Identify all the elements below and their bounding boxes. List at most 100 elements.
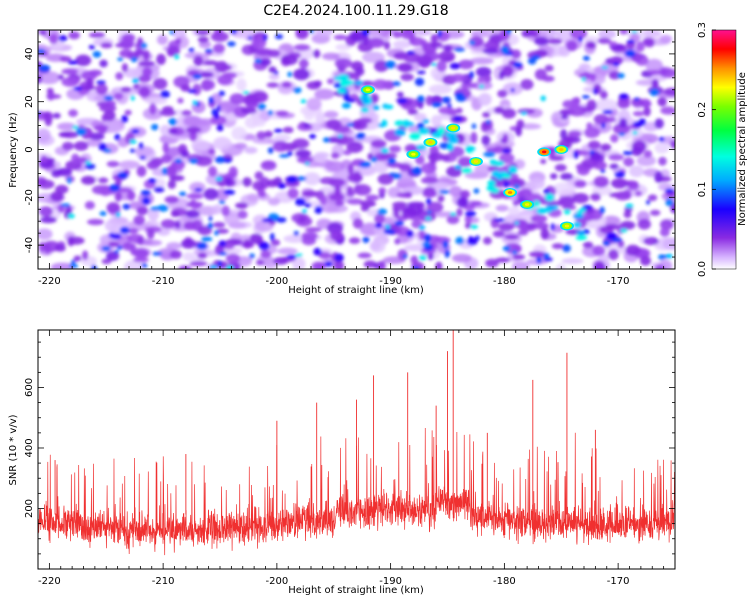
spectrogram-cell	[242, 177, 252, 187]
spectrogram-cell	[231, 126, 247, 141]
spectrogram-cell	[328, 178, 346, 188]
spectrogram-cell	[281, 81, 292, 88]
spectrogram-cell	[396, 192, 412, 198]
spectrogram-cell	[619, 30, 629, 35]
spectrogram-cell	[131, 129, 140, 134]
spectrogram-cell	[116, 245, 124, 250]
spectrogram-cell	[254, 171, 264, 180]
spectrogram-cell	[647, 69, 662, 76]
spectrogram-cell	[586, 41, 597, 49]
spectrogram-cell	[323, 110, 339, 119]
spectrogram-cell	[333, 82, 342, 89]
spectrogram-cell	[210, 31, 229, 42]
y-tick-label: 20	[24, 95, 35, 108]
spectrogram-cell	[394, 238, 401, 245]
spectrogram-cell	[227, 41, 236, 47]
spectrogram-y-axis-label: Frequency (Hz)	[8, 112, 19, 188]
spectrogram-cell	[228, 221, 247, 229]
spectrogram-cell	[252, 180, 266, 191]
spectrogram-cell	[427, 152, 445, 162]
spectrogram-cell	[38, 71, 61, 85]
spectrogram-cell	[278, 153, 290, 158]
spectrogram-cell	[487, 165, 500, 172]
spectrogram-cell	[218, 251, 228, 256]
spectrogram-cell	[190, 201, 201, 210]
spectrogram-cell	[208, 96, 214, 104]
spectrogram-cell	[593, 260, 606, 269]
spectrogram-cell	[254, 36, 267, 49]
spectrogram-cell	[608, 153, 624, 161]
spectrogram-cell	[503, 181, 511, 188]
spectrogram-cell	[274, 134, 291, 142]
spectrogram-cell	[314, 205, 323, 214]
spectrogram-cell	[298, 58, 309, 69]
spectrogram-cell	[645, 238, 654, 244]
spectrogram-cell	[423, 233, 432, 243]
spectrogram-cell	[576, 211, 583, 216]
spectrogram-cell	[106, 202, 121, 214]
spectrogram-cell	[292, 138, 310, 149]
spectrogram-cell	[380, 147, 389, 154]
spectrogram-cell	[161, 167, 168, 176]
spectrogram-cell	[106, 160, 120, 168]
spectrogram-cell	[127, 190, 136, 201]
spectrogram-cell	[156, 53, 166, 66]
spectrogram-cell	[84, 139, 103, 147]
spectrogram-cell	[425, 216, 432, 221]
spectrogram-cell	[614, 171, 626, 178]
spectrogram-cell	[417, 128, 430, 135]
spectrogram-cell	[254, 58, 262, 64]
spectrogram-cell	[515, 126, 523, 137]
spectrogram-cell	[384, 224, 391, 230]
snr-x-ticks: -220 -210 -200 -190 -180 -170	[37, 330, 676, 587]
spectrogram-cell	[508, 165, 518, 174]
spectrogram-cell	[434, 236, 451, 244]
spectrogram-cell	[261, 161, 276, 167]
spectrogram-cell	[293, 44, 311, 51]
spectrogram-cell	[482, 236, 492, 245]
spectrogram-cell	[444, 249, 450, 258]
spectrogram-cell	[592, 184, 613, 196]
spectrogram-cell	[464, 214, 472, 224]
spectrogram-cell	[371, 156, 378, 163]
spectrogram-cell	[617, 98, 631, 109]
spectrogram-cell	[273, 71, 279, 75]
spectrogram-cell	[461, 167, 473, 174]
spectrogram-cell	[99, 185, 112, 197]
spectrogram-cell	[431, 101, 443, 108]
spectrogram-cell	[191, 139, 211, 151]
spectrogram-cell	[315, 30, 334, 37]
spectrogram-cell	[74, 157, 88, 164]
x-tick-label: -190	[379, 576, 402, 587]
spectrogram-cell	[516, 119, 525, 129]
spectrogram-cell	[297, 176, 307, 181]
spectrogram-cell	[651, 78, 659, 88]
spectrogram-cell	[212, 43, 225, 54]
spectrogram-blobs	[38, 30, 675, 269]
y-tick-label: 0	[24, 146, 35, 152]
spectrogram-cell	[164, 195, 179, 204]
spectrogram-cell	[403, 244, 427, 252]
spectrogram-cell	[249, 233, 263, 244]
spectrogram-cell	[597, 30, 617, 39]
spectrogram-cell	[106, 251, 120, 261]
spectrogram-cell	[498, 70, 505, 80]
spectrogram-cell	[50, 262, 75, 269]
spectrogram-cell	[560, 114, 569, 120]
spectrogram-cell	[88, 32, 106, 38]
spectrogram-cell	[95, 83, 108, 95]
x-tick-label: -220	[38, 576, 61, 587]
spectrogram-cell	[543, 252, 550, 260]
spectrogram-cell	[377, 123, 384, 128]
spectrogram-cell	[469, 71, 475, 79]
spectrogram-cell	[632, 130, 638, 135]
spectrogram-cell	[159, 109, 177, 117]
spectrogram-x-axis-label: Height of straight line (km)	[288, 285, 424, 296]
spectrogram-feature-core	[541, 150, 547, 154]
spectrogram-cell	[502, 65, 514, 78]
spectrogram-cell	[215, 228, 229, 234]
spectrogram-cell	[411, 166, 422, 176]
spectrogram-cell	[379, 152, 398, 159]
spectrogram-cell	[203, 188, 219, 201]
spectrogram-cell	[119, 49, 134, 58]
